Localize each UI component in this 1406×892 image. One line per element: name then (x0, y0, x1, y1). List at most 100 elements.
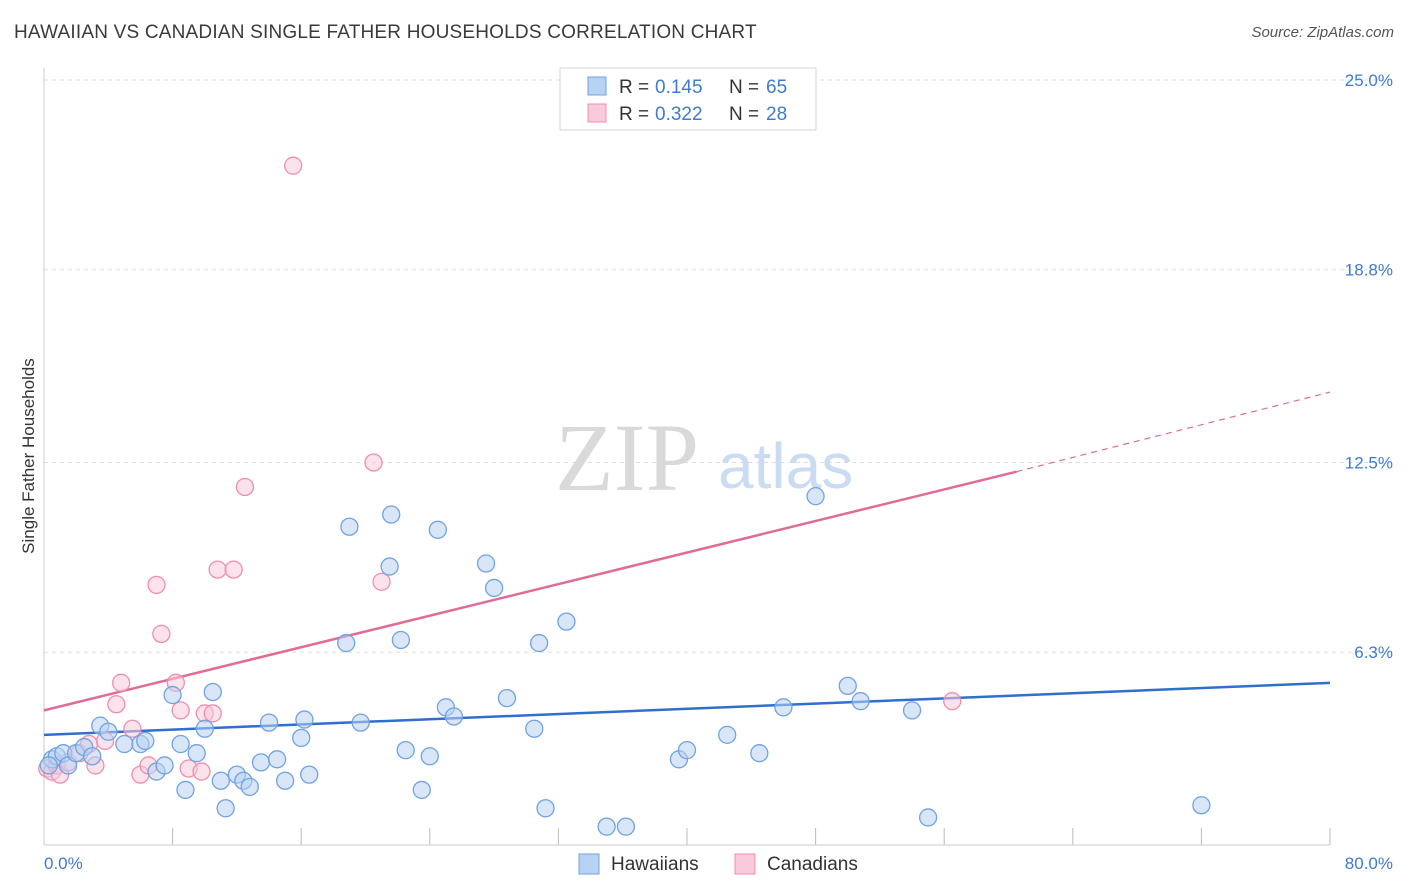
point-hawaiians (838, 676, 857, 696)
point-canadians (203, 704, 222, 723)
point-hawaiians (529, 633, 549, 653)
point-hawaiians (340, 517, 359, 536)
point-hawaiians (677, 740, 697, 760)
x-tick-label-max: 80.0% (1345, 854, 1393, 873)
trendline-canadians-extrapolated (1016, 391, 1331, 473)
point-canadians (171, 701, 190, 720)
point-hawaiians (136, 731, 155, 751)
point-hawaiians (391, 630, 411, 650)
point-canadians (235, 477, 255, 497)
point-hawaiians (259, 713, 279, 732)
point-hawaiians (251, 753, 271, 772)
point-canadians (208, 560, 227, 579)
bottom-legend-label-hawaiians: Hawaiians (611, 854, 699, 875)
point-hawaiians (39, 756, 58, 775)
chart-title: HAWAIIAN VS CANADIAN SINGLE FATHER HOUSE… (14, 22, 757, 43)
point-hawaiians (292, 728, 311, 748)
source-credit: Source: ZipAtlas.com (1251, 24, 1394, 41)
point-hawaiians (497, 688, 517, 708)
point-hawaiians (428, 520, 447, 539)
point-hawaiians (176, 780, 195, 800)
y-axis-label: Single Father Households (19, 358, 38, 554)
legend-r-label-canadians: R = (619, 104, 649, 125)
point-hawaiians (484, 578, 504, 598)
point-hawaiians (195, 719, 214, 738)
point-hawaiians (750, 744, 769, 763)
y-tick-label: 25.0% (1345, 71, 1393, 90)
point-hawaiians (211, 771, 230, 790)
point-hawaiians (718, 725, 737, 744)
point-hawaiians (1192, 796, 1211, 815)
x-tick-label-min: 0.0% (44, 854, 83, 873)
legend-swatch-canadians (587, 103, 607, 123)
point-hawaiians (902, 701, 922, 720)
point-hawaiians (99, 722, 118, 741)
grid-layer (44, 79, 1392, 845)
point-hawaiians (187, 744, 206, 763)
point-canadians (112, 673, 131, 692)
legend-n-value-canadians: 28 (766, 104, 787, 125)
point-hawaiians (557, 612, 576, 631)
point-hawaiians (536, 799, 555, 818)
point-canadians (147, 575, 166, 595)
point-hawaiians (476, 554, 496, 573)
y-tick-label: 12.5% (1345, 454, 1393, 473)
point-canadians (123, 719, 142, 738)
point-hawaiians (851, 692, 870, 711)
point-hawaiians (337, 633, 356, 653)
trend-layer (43, 391, 1331, 737)
axis-layer (43, 68, 1330, 846)
y-tick-label: 18.8% (1345, 261, 1393, 280)
legend-swatch-hawaiians (587, 76, 607, 96)
point-hawaiians (163, 685, 182, 705)
point-hawaiians (203, 682, 222, 702)
y-tick-label: 6.3% (1354, 643, 1393, 662)
legend-r-label-hawaiians: R = (619, 77, 649, 98)
bottom-legend-swatch-hawaiians (578, 853, 600, 875)
point-canadians (192, 762, 211, 781)
point-hawaiians (525, 719, 544, 738)
watermark-atlas: atlas (718, 430, 853, 502)
point-canadians (224, 560, 243, 579)
watermark: ZIP atlas (555, 404, 853, 511)
bottom-legend-swatch-canadians (734, 853, 756, 875)
point-hawaiians (300, 765, 319, 784)
point-hawaiians (267, 750, 287, 769)
point-hawaiians (115, 734, 134, 754)
point-canadians (284, 156, 303, 175)
point-hawaiians (295, 710, 314, 729)
legend-n-label-hawaiians: N = (729, 77, 759, 98)
legend-r-value-hawaiians: 0.145 (655, 77, 703, 98)
point-canadians (943, 692, 962, 711)
point-hawaiians (616, 817, 636, 836)
point-canadians (372, 572, 391, 591)
legend-n-label-canadians: N = (729, 104, 759, 125)
point-hawaiians (396, 740, 415, 760)
point-hawaiians (275, 771, 295, 790)
point-hawaiians (774, 698, 793, 717)
bottom-legend-label-canadians: Canadians (767, 854, 858, 875)
trendline-hawaiians (43, 681, 1331, 737)
point-hawaiians (171, 734, 190, 754)
series-legend: Hawaiians Canadians (578, 853, 858, 875)
point-canadians (364, 453, 383, 472)
legend-n-value-hawaiians: 65 (766, 77, 787, 98)
trendline-canadians (43, 470, 1017, 712)
point-hawaiians (597, 817, 616, 836)
point-hawaiians (420, 747, 439, 766)
point-hawaiians (382, 505, 401, 524)
point-canadians (152, 624, 171, 644)
point-hawaiians (444, 707, 464, 726)
stats-legend: R = 0.145 N = 65 R = 0.322 N = 28 (559, 67, 817, 131)
point-hawaiians (806, 487, 825, 506)
y-tick-labels: 6.3% 12.5% 18.8% 25.0% (1345, 71, 1393, 662)
point-canadians (107, 695, 126, 714)
point-hawaiians (351, 713, 370, 732)
point-hawaiians (240, 777, 259, 797)
legend-r-value-canadians: 0.322 (655, 104, 703, 125)
point-hawaiians (155, 756, 174, 775)
point-hawaiians (412, 780, 431, 800)
point-hawaiians (380, 557, 399, 576)
watermark-zip: ZIP (555, 404, 699, 511)
